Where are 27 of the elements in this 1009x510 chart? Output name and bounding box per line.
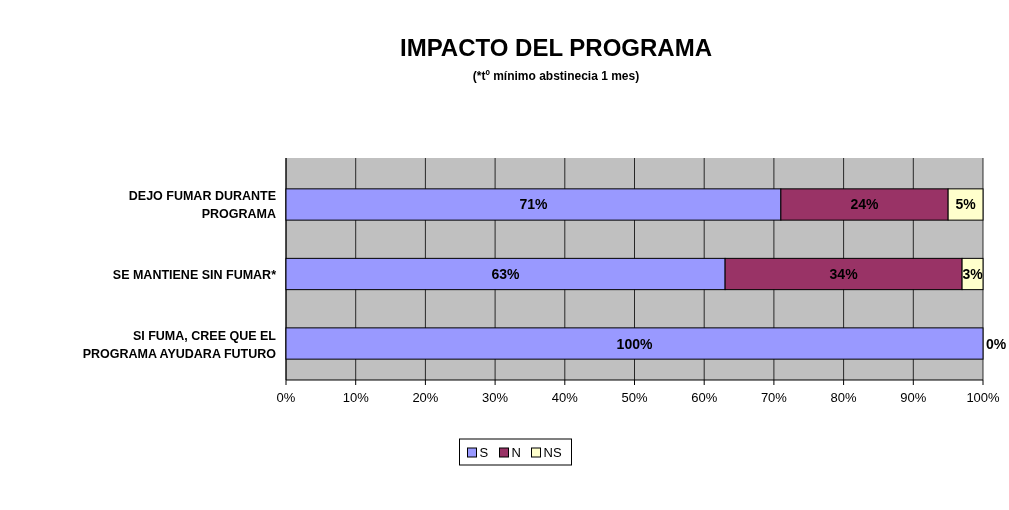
x-tick-label: 70% — [760, 390, 788, 405]
y-tick-label: SE MANTIENE SIN FUMAR* — [112, 268, 277, 282]
legend-label: NS — [543, 445, 562, 460]
data-label: 5% — [955, 196, 977, 213]
x-tick-label: 90% — [900, 390, 927, 405]
data-label: 3% — [962, 266, 984, 282]
x-tick-label: 60% — [691, 390, 718, 405]
chart-subtitle: (*tº mínimo abstinecia 1 mes) — [472, 69, 640, 83]
data-label: 34% — [829, 266, 859, 282]
x-tick-label: 20% — [412, 390, 439, 405]
data-label: 71% — [519, 196, 548, 213]
legend-label: S — [479, 445, 489, 460]
x-tick-label: 30% — [482, 390, 509, 405]
chart-title: IMPACTO DEL PROGRAMA — [399, 34, 713, 61]
x-tick-label: 10% — [342, 390, 370, 405]
data-label: 24% — [850, 196, 880, 213]
data-label: 63% — [491, 266, 521, 282]
x-tick-label: 100% — [966, 390, 1001, 405]
x-tick-label: 40% — [551, 390, 579, 405]
x-tick-label: 50% — [621, 390, 648, 405]
y-tick-label: DEJO FUMAR DURANTE PROGRAMA — [128, 189, 276, 222]
data-label: 0% — [986, 335, 1007, 352]
data-label: 100% — [616, 335, 653, 352]
y-tick-label: SI FUMA, CREE QUE EL PROGRAMA AYUDARA FUTURO — [82, 328, 277, 361]
x-tick-label: 0% — [276, 390, 296, 405]
x-tick-label: 80% — [830, 390, 858, 405]
legend-label: N — [511, 445, 521, 460]
